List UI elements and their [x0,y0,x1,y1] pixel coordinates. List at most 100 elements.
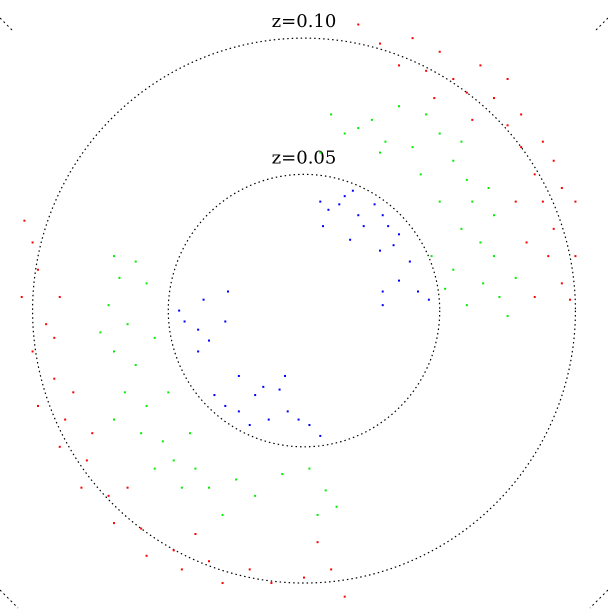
galaxy-point [140,527,143,530]
galaxy-point [520,146,523,149]
galaxy-point [560,186,563,189]
corner-mark [0,589,19,609]
galaxy-point [514,276,517,279]
galaxy-point [53,336,56,339]
galaxy-point [319,200,322,203]
galaxy-point [53,377,56,380]
galaxy-point [373,203,376,206]
galaxy-point [254,394,257,397]
galaxy-point [438,132,441,135]
galaxy-point [460,227,463,230]
galaxy-point [506,78,509,81]
galaxy-point [460,140,463,143]
galaxy-point [221,582,224,585]
galaxy-point [227,290,229,293]
galaxy-point [381,214,384,217]
galaxy-point [419,173,422,176]
galaxy-point [343,132,346,135]
galaxy-point [381,290,384,293]
galaxy-point [330,568,333,571]
galaxy-point [379,151,381,154]
galaxy-point [31,350,34,353]
galaxy-point [248,568,251,571]
galaxy-point [398,233,400,236]
galaxy-point [197,328,200,331]
galaxy-point [254,494,257,497]
galaxy-point [520,113,523,116]
galaxy-point [487,186,490,189]
galaxy-point [180,486,183,489]
galaxy-point [430,255,433,258]
galaxy-point [493,255,495,258]
galaxy-point [552,227,555,230]
galaxy-point [113,522,115,525]
galaxy-point [327,208,330,211]
galaxy-point [335,505,338,508]
galaxy-point [525,241,528,244]
galaxy-point [330,113,333,116]
galaxy-point [224,404,227,407]
galaxy-point [145,404,148,407]
galaxy-point [471,118,474,121]
redshift-circle [31,37,577,584]
galaxy-point [343,595,346,598]
galaxy-point [465,178,468,181]
galaxy-point [316,513,319,516]
galaxy-point [398,105,400,108]
galaxy-point [417,290,419,293]
galaxy-point [408,260,411,263]
galaxy-point [202,298,205,301]
galaxy-point [85,459,88,462]
galaxy-point [552,159,555,162]
galaxy-point [541,200,544,203]
galaxy-point [338,203,341,206]
galaxy-point [308,467,311,470]
galaxy-point [145,554,148,557]
galaxy-point [113,350,115,353]
galaxy-point [319,151,322,154]
corner-mark [0,17,15,33]
galaxy-point [107,304,110,307]
galaxy-point [425,69,428,72]
galaxy-point [465,304,468,307]
galaxy-point [123,391,126,394]
galaxy-point [281,473,284,476]
galaxy-point [433,97,436,100]
galaxy-point [381,304,384,307]
galaxy-point [541,140,544,143]
galaxy-point [574,200,577,203]
galaxy-point [303,576,305,579]
galaxy-point [324,489,327,492]
galaxy-point [493,97,495,100]
galaxy-point [465,91,468,94]
galaxy-point [237,410,240,413]
galaxy-point [58,295,61,298]
galaxy-point [31,241,34,244]
galaxy-point [23,219,26,222]
circle-label: z=0.05 [272,147,337,168]
galaxy-point [262,385,265,388]
galaxy-point [167,391,170,394]
galaxy-point [189,432,191,435]
galaxy-point [278,388,281,391]
galaxy-point [398,64,400,67]
galaxy-point [248,424,251,427]
galaxy-point [387,225,390,228]
galaxy-point [284,374,286,377]
galaxy-point [370,118,373,121]
galaxy-point [411,37,414,40]
galaxy-point [482,282,485,285]
galaxy-point [113,418,115,421]
galaxy-point [384,140,387,143]
galaxy-point [208,339,210,342]
galaxy-point [569,298,571,301]
galaxy-point [172,549,175,552]
galaxy-point [235,478,238,481]
galaxy-point [427,298,430,301]
galaxy-point [224,320,227,323]
galaxy-point [134,260,137,263]
galaxy-point [153,336,156,339]
galaxy-point [126,486,129,489]
galaxy-point [498,295,501,298]
